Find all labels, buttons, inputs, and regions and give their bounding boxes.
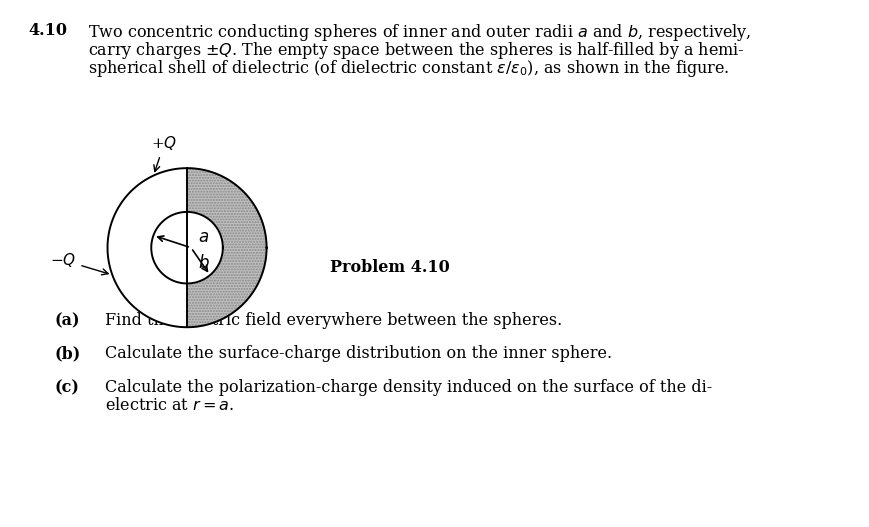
Text: +$Q$: +$Q$: [151, 134, 177, 171]
Text: carry charges $\pm Q$. The empty space between the spheres is half-filled by a h: carry charges $\pm Q$. The empty space b…: [88, 40, 744, 61]
Text: Calculate the surface-charge distribution on the inner sphere.: Calculate the surface-charge distributio…: [105, 345, 612, 362]
Text: Two concentric conducting spheres of inner and outer radii $a$ and $b$, respecti: Two concentric conducting spheres of inn…: [88, 22, 751, 43]
Text: (a): (a): [55, 312, 81, 329]
Text: $b$: $b$: [198, 254, 209, 272]
Text: $a$: $a$: [198, 229, 209, 246]
Polygon shape: [108, 168, 187, 327]
Text: electric at $r = a$.: electric at $r = a$.: [105, 397, 234, 414]
Text: Find the electric field everywhere between the spheres.: Find the electric field everywhere betwe…: [105, 312, 561, 329]
Text: Problem 4.10: Problem 4.10: [329, 259, 449, 276]
Text: (c): (c): [55, 379, 80, 396]
Text: spherical shell of dielectric (of dielectric constant $\epsilon/\epsilon_0$), as: spherical shell of dielectric (of dielec…: [88, 58, 729, 79]
Text: $-Q$: $-Q$: [50, 251, 108, 275]
Text: (b): (b): [55, 345, 81, 362]
Text: 4.10: 4.10: [28, 22, 67, 39]
Text: Calculate the polarization-charge density induced on the surface of the di-: Calculate the polarization-charge densit…: [105, 379, 712, 396]
Polygon shape: [151, 212, 222, 284]
Polygon shape: [187, 168, 266, 327]
